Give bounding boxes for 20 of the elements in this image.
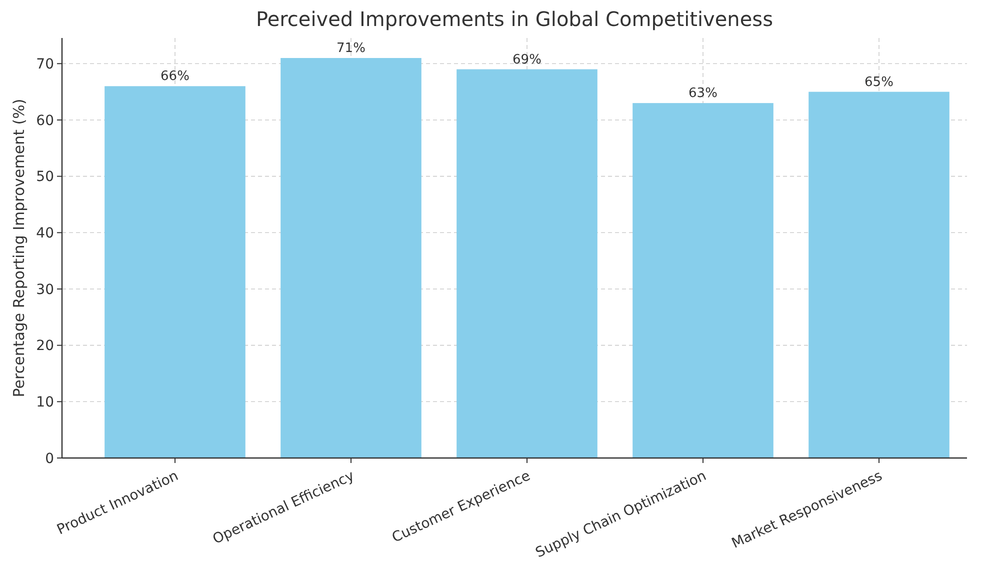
data-label: 63%: [688, 86, 718, 102]
bar: [632, 103, 774, 458]
data-label: 69%: [512, 52, 542, 68]
y-tick-label: 20: [36, 338, 54, 354]
y-tick-label: 10: [36, 394, 54, 411]
y-tick-label: 70: [36, 56, 54, 73]
y-tick-label: 50: [36, 169, 54, 186]
y-tick-label: 30: [36, 282, 54, 298]
bar: [280, 58, 422, 458]
data-label: 71%: [336, 41, 366, 56]
y-axis-title: Percentage Reporting Improvement (%): [10, 98, 28, 398]
bar: [104, 86, 246, 458]
y-tick-label: 0: [45, 450, 54, 467]
data-label: 66%: [160, 69, 190, 84]
y-tick-label: 60: [36, 112, 54, 129]
chart-title: Perceived Improvements in Global Competitiveness: [256, 7, 773, 31]
bar: [808, 92, 950, 458]
data-label: 65%: [864, 74, 894, 90]
bar: [456, 69, 598, 458]
y-tick-label: 40: [36, 226, 54, 242]
